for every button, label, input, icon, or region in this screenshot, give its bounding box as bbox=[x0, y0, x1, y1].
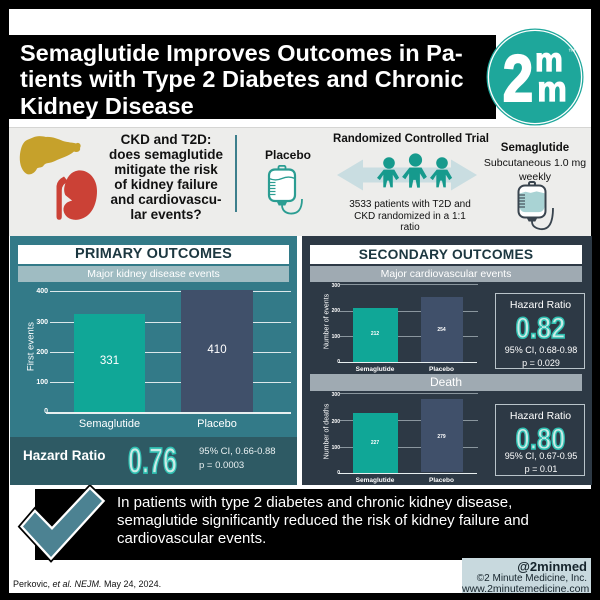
svg-text:™: ™ bbox=[568, 47, 576, 56]
svg-text:m: m bbox=[535, 41, 563, 78]
svg-text:2: 2 bbox=[503, 41, 533, 115]
svg-text:m: m bbox=[537, 70, 567, 109]
